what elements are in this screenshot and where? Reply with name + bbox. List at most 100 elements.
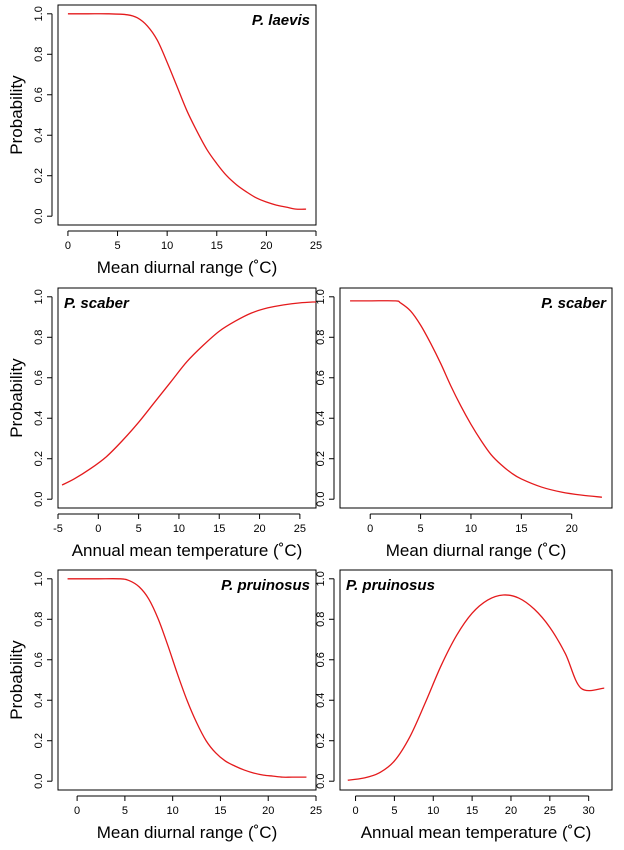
y-tick-label: 0.0 bbox=[33, 774, 45, 789]
y-tick-label: 0.6 bbox=[315, 652, 327, 667]
y-tick-label: 0.2 bbox=[315, 733, 327, 748]
y-tick-label: 1.0 bbox=[33, 571, 45, 586]
panel-title: P. pruinosus bbox=[221, 577, 310, 594]
chart-panel-4: 0 5 10 15 20 25 0.0 0.2 0.4 0.6 0.8 1.0 Mean diurnal… bbox=[7, 569, 322, 842]
x-tick-label: 25 bbox=[544, 805, 556, 817]
probability-curve bbox=[350, 300, 602, 498]
y-axis: 0.0 0.2 0.4 0.6 0.8 1.0 bbox=[315, 289, 335, 507]
y-axis: 0.0 0.2 0.4 0.6 0.8 1.0 bbox=[33, 6, 53, 224]
x-tick-label: 20 bbox=[262, 805, 274, 817]
y-tick-label: 0.6 bbox=[33, 370, 45, 385]
x-tick-label: 20 bbox=[505, 805, 517, 817]
x-tick-label: 0 bbox=[367, 523, 373, 535]
plot-frame bbox=[339, 287, 613, 509]
y-axis: 0.0 0.2 0.4 0.6 0.8 1.0 bbox=[33, 289, 53, 507]
y-tick-label: 0.0 bbox=[315, 774, 327, 789]
y-tick-label: 1.0 bbox=[33, 6, 45, 21]
probability-curve bbox=[61, 301, 317, 486]
y-tick-label: 1.0 bbox=[33, 289, 45, 304]
x-tick-label: 20 bbox=[253, 523, 265, 535]
x-axis: 0 5 10 15 20 25 30 bbox=[352, 795, 595, 817]
x-tick-label: 25 bbox=[294, 523, 306, 535]
y-tick-label: 0.6 bbox=[33, 87, 45, 102]
y-tick-label: 0.8 bbox=[315, 612, 327, 627]
x-axis-title: Mean diurnal range (˚C) bbox=[386, 541, 566, 560]
x-tick-label: -5 bbox=[53, 523, 63, 535]
x-tick-label: 0 bbox=[74, 805, 80, 817]
x-axis-title: Annual mean temperature (˚C) bbox=[361, 823, 592, 842]
y-axis-title: Probability bbox=[7, 358, 26, 438]
x-axis-title: Mean diurnal range (˚C) bbox=[97, 823, 277, 842]
panel-title: P. pruinosus bbox=[346, 577, 435, 594]
x-tick-label: 0 bbox=[95, 523, 101, 535]
x-tick-label: 10 bbox=[167, 805, 179, 817]
x-tick-label: 10 bbox=[427, 805, 439, 817]
x-tick-label: 25 bbox=[310, 240, 322, 252]
y-tick-label: 0.2 bbox=[315, 451, 327, 466]
y-tick-label: 0.8 bbox=[33, 612, 45, 627]
plot-frame bbox=[57, 569, 317, 791]
x-tick-label: 10 bbox=[173, 523, 185, 535]
x-axis: 0 5 10 15 20 25 bbox=[65, 230, 322, 252]
x-axis-title: Annual mean temperature (˚C) bbox=[72, 541, 303, 560]
x-axis: 0 5 10 15 20 25 bbox=[74, 795, 322, 817]
y-tick-label: 0.4 bbox=[33, 693, 45, 708]
y-tick-label: 0.4 bbox=[315, 411, 327, 426]
chart-panel-2: -5 0 5 10 15 20 25 0.0 0.2 0.4 0.6 0.8 1.0 Annual mea… bbox=[7, 287, 317, 560]
chart-panel-1: 0 5 10 15 20 25 0.0 0.2 0.4 0.6 0.8 1.0 Mean diurnal… bbox=[7, 4, 322, 277]
x-tick-label: 10 bbox=[465, 523, 477, 535]
x-tick-label: 20 bbox=[260, 240, 272, 252]
x-tick-label: 20 bbox=[566, 523, 578, 535]
y-tick-label: 0.8 bbox=[33, 47, 45, 62]
x-tick-label: 25 bbox=[310, 805, 322, 817]
x-tick-label: 15 bbox=[214, 805, 226, 817]
y-tick-label: 0.4 bbox=[33, 411, 45, 426]
x-tick-label: 0 bbox=[65, 240, 71, 252]
panel-title: P. scaber bbox=[541, 295, 607, 312]
y-tick-label: 0.2 bbox=[33, 733, 45, 748]
x-tick-label: 5 bbox=[122, 805, 128, 817]
panel-title: P. laevis bbox=[252, 12, 310, 29]
y-tick-label: 0.8 bbox=[315, 330, 327, 345]
y-tick-label: 0.4 bbox=[315, 693, 327, 708]
y-tick-label: 1.0 bbox=[315, 571, 327, 586]
y-tick-label: 0.8 bbox=[33, 330, 45, 345]
y-axis-title: Probability bbox=[7, 75, 26, 155]
x-tick-label: 5 bbox=[114, 240, 120, 252]
x-tick-label: 10 bbox=[161, 240, 173, 252]
x-tick-label: 5 bbox=[136, 523, 142, 535]
plot-frame bbox=[57, 4, 317, 226]
x-axis: -5 0 5 10 15 20 25 bbox=[53, 513, 306, 535]
x-tick-label: 15 bbox=[515, 523, 527, 535]
x-tick-label: 0 bbox=[352, 805, 358, 817]
x-tick-label: 15 bbox=[211, 240, 223, 252]
y-tick-label: 0.2 bbox=[33, 168, 45, 183]
x-tick-label: 15 bbox=[466, 805, 478, 817]
chart-panel-5: 0 5 10 15 20 25 30 0.0 0.2 0.4 0.6 0.8 1.0 Annual mea… bbox=[315, 569, 613, 842]
y-tick-label: 0.0 bbox=[315, 492, 327, 507]
y-tick-label: 0.4 bbox=[33, 128, 45, 143]
plot-frame bbox=[57, 287, 317, 509]
y-tick-label: 0.0 bbox=[33, 492, 45, 507]
probability-curve bbox=[67, 578, 307, 778]
x-axis-title: Mean diurnal range (˚C) bbox=[97, 258, 277, 277]
y-tick-label: 0.2 bbox=[33, 451, 45, 466]
x-tick-label: 5 bbox=[418, 523, 424, 535]
chart-panel-3: 0 5 10 15 20 0.0 0.2 0.4 0.6 0.8 1.0 Mean diurnal r… bbox=[315, 287, 613, 560]
panel-title: P. scaber bbox=[64, 295, 130, 312]
y-axis: 0.0 0.2 0.4 0.6 0.8 1.0 bbox=[315, 571, 335, 789]
x-tick-label: 5 bbox=[391, 805, 397, 817]
y-tick-label: 0.6 bbox=[315, 370, 327, 385]
y-tick-label: 0.6 bbox=[33, 652, 45, 667]
y-tick-label: 1.0 bbox=[315, 289, 327, 304]
y-axis: 0.0 0.2 0.4 0.6 0.8 1.0 bbox=[33, 571, 53, 789]
probability-curve bbox=[347, 594, 605, 781]
x-tick-label: 30 bbox=[583, 805, 595, 817]
y-tick-label: 0.0 bbox=[33, 209, 45, 224]
probability-curve bbox=[67, 13, 307, 210]
plot-frame bbox=[339, 569, 613, 791]
x-tick-label: 15 bbox=[213, 523, 225, 535]
y-axis-title: Probability bbox=[7, 640, 26, 720]
x-axis: 0 5 10 15 20 bbox=[367, 513, 578, 535]
